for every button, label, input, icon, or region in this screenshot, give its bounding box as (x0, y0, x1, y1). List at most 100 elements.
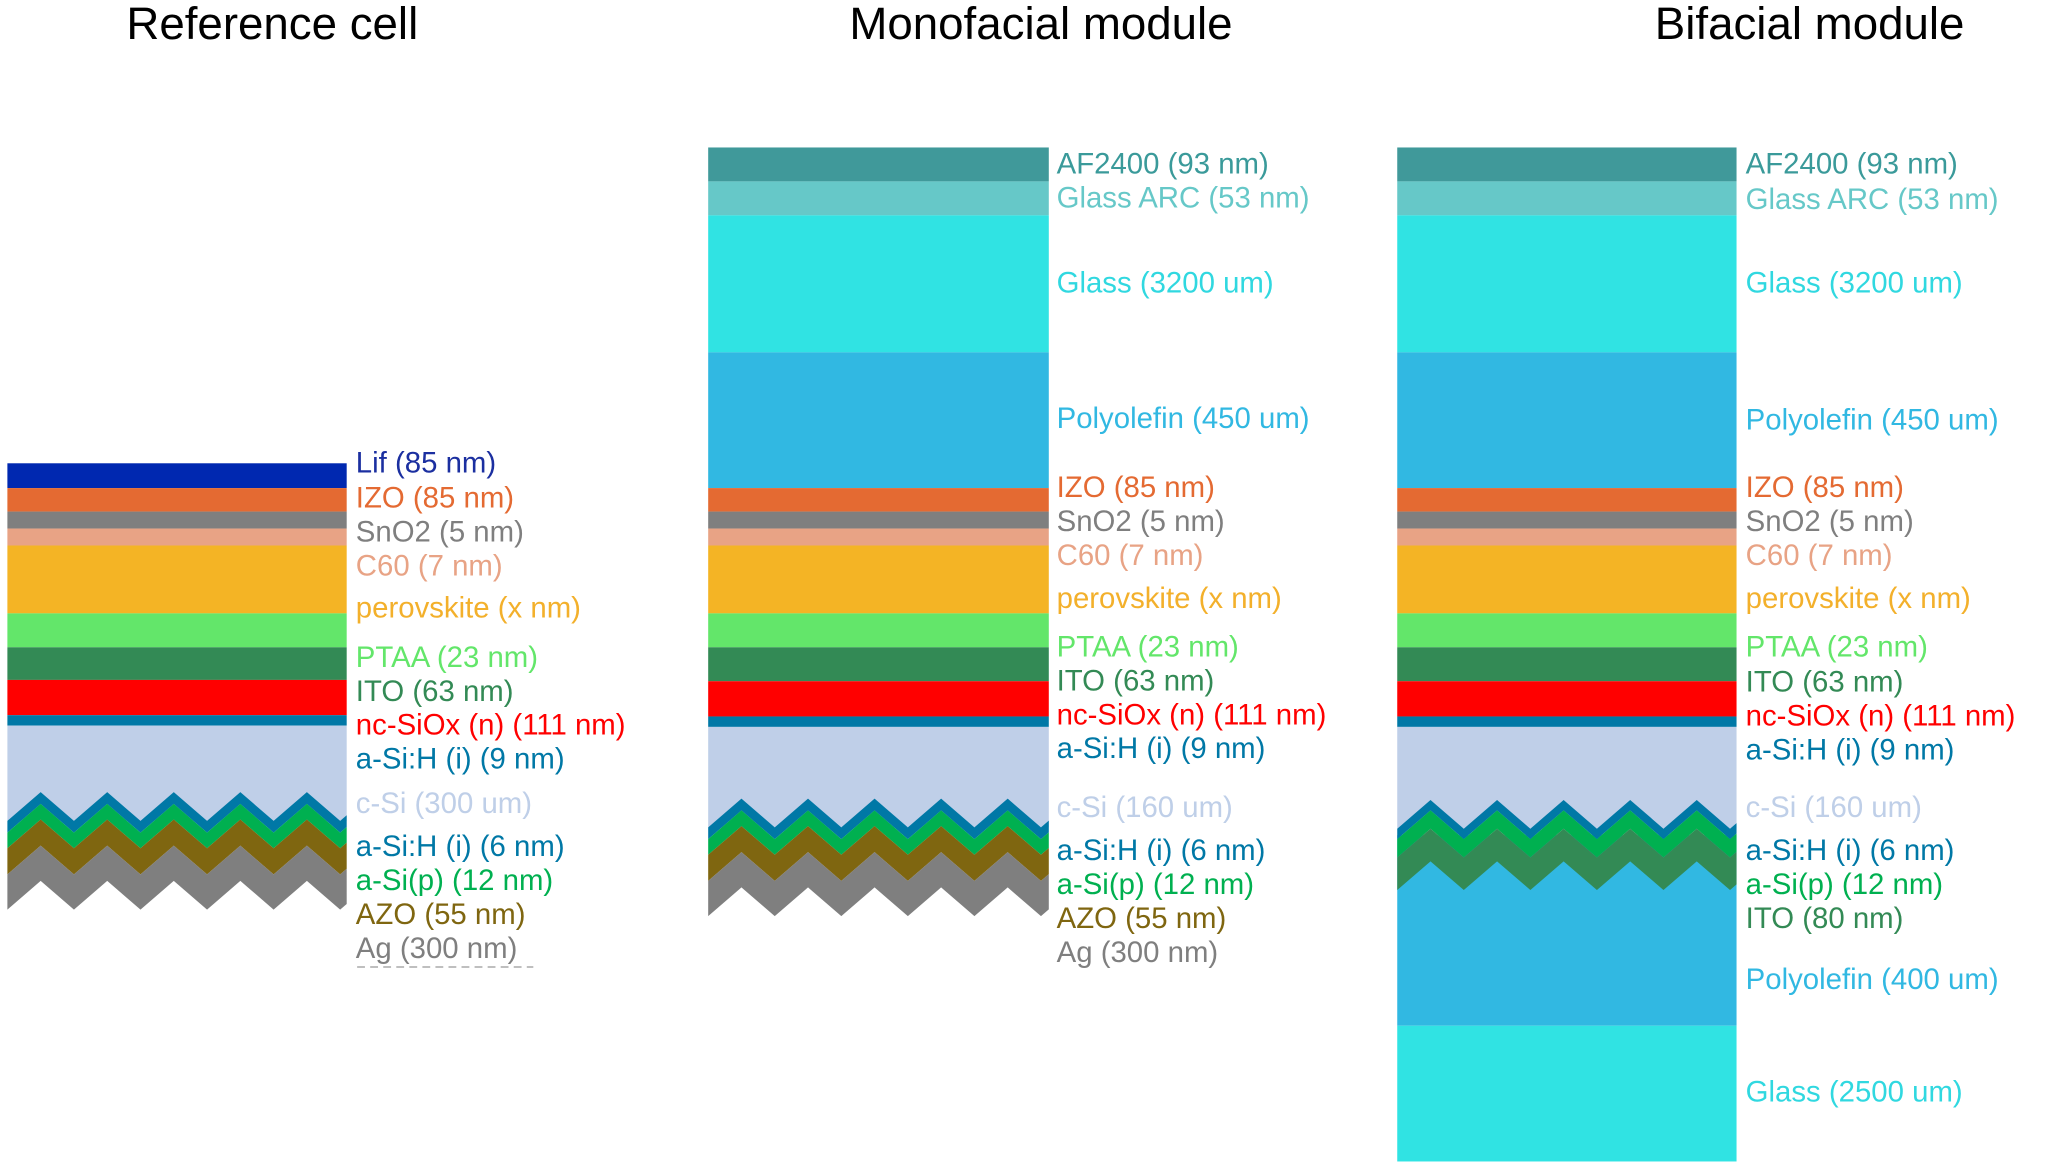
layer-label: c-Si (300 um) (356, 787, 532, 820)
layer-label: a-Si(p) (12 nm) (1057, 868, 1254, 901)
layer-ito (1397, 647, 1737, 682)
layer-label: IZO (85 nm) (1057, 471, 1215, 504)
layer-label: AZO (55 nm) (356, 898, 526, 931)
layer-glass-arc (708, 181, 1049, 216)
layer-label: a-Si:H (i) (9 nm) (1746, 734, 1955, 767)
layer-sno2 (708, 511, 1049, 529)
layer-c60 (1397, 528, 1737, 546)
layer-label: Polyolefin (450 um) (1057, 402, 1310, 435)
layer-glass-arc (1397, 181, 1737, 216)
layer-azo (708, 826, 1049, 881)
layer-af2400 (1397, 147, 1737, 182)
layer-label: Glass ARC (53 nm) (1057, 181, 1310, 214)
layer-label: Ag (300 nm) (1057, 936, 1219, 969)
layer-nc-siox (1397, 681, 1737, 717)
layer-a-si-h (1397, 716, 1737, 727)
layer-label: Ag (300 nm) (356, 932, 518, 965)
layer-label: SnO2 (5 nm) (1057, 505, 1225, 538)
panel-title-bifacial-module: Bifacial module (1655, 0, 1965, 49)
layer-label: a-Si:H (i) (6 nm) (1746, 834, 1955, 867)
layer-label: IZO (85 nm) (1746, 471, 1904, 504)
layer-label: AF2400 (93 nm) (1746, 148, 1958, 181)
layer-glass (1397, 215, 1737, 353)
layer-ptaa (708, 613, 1049, 648)
layer-label: C60 (7 nm) (1746, 539, 1893, 572)
layer-c60 (7, 528, 347, 546)
reference-cell-stack: Lif (85 nm)IZO (85 nm)SnO2 (5 nm)C60 (7 … (7, 446, 626, 965)
layer-label: Glass ARC (53 nm) (1746, 183, 1999, 216)
layer-label: IZO (85 nm) (356, 482, 514, 515)
layer-izo (1397, 488, 1737, 512)
layer-label: nc-SiOx (n) (111 nm) (1057, 698, 1327, 731)
layer-sno2 (1397, 511, 1737, 529)
layer-polyolefin (708, 352, 1049, 489)
monofacial-module-stack: AF2400 (93 nm)Glass ARC (53 nm) Glass (32… (708, 147, 1327, 969)
layer-label: Polyolefin (450 um) (1746, 403, 1999, 436)
layer-a-si-h (708, 798, 1049, 840)
layer-label: ITO (80 nm) (1746, 902, 1904, 935)
layer-nc-siox (708, 681, 1049, 717)
layer-label: nc-SiOx (n) (111 nm) (1746, 700, 2016, 733)
layer-label: perovskite (x nm) (356, 591, 581, 624)
layer-a-si-h (1397, 799, 1737, 840)
layer-label: c-Si (160 um) (1746, 791, 1922, 824)
layer-a-si-h (7, 792, 347, 833)
layer-a-si-h (7, 715, 347, 726)
layer-sno2 (7, 511, 347, 529)
layer-label: PTAA (23 nm) (356, 641, 538, 674)
layer-perovskite (1397, 545, 1737, 614)
layer-label: ITO (63 nm) (1057, 664, 1215, 697)
layer-label: SnO2 (5 nm) (1746, 505, 1914, 538)
layer-ito (1397, 828, 1737, 891)
layer-label: a-Si:H (i) (9 nm) (356, 743, 565, 776)
layer-label: Glass (2500 um) (1746, 1075, 1963, 1108)
layer-label: AZO (55 nm) (1057, 902, 1227, 935)
layer-label: nc-SiOx (n) (111 nm) (356, 709, 626, 742)
layer-ito (7, 647, 347, 680)
layer-label: a-Si:H (i) (6 nm) (356, 830, 565, 863)
layer-label: perovskite (x nm) (1057, 582, 1282, 615)
layer-c60 (708, 528, 1049, 546)
layer-polyolefin (1397, 352, 1737, 489)
layer-label: C60 (7 nm) (356, 550, 503, 583)
layer-ito (708, 647, 1049, 682)
layer-a-si-h (708, 716, 1049, 727)
panel-title-reference-cell: Reference cell (126, 0, 418, 49)
layer-lif (7, 463, 347, 489)
layer-label: perovskite (x nm) (1746, 582, 1971, 615)
layer-ag (7, 845, 347, 910)
layer-label: Lif (85 nm) (356, 446, 496, 479)
layer-label: ITO (63 nm) (1746, 666, 1904, 699)
layer-label: Glass (3200 um) (1746, 266, 1963, 299)
layer-izo (7, 488, 347, 512)
bifacial-module-stack: AF2400 (93 nm)Glass ARC (53 nm) Glass (32… (1397, 147, 2016, 1162)
layer-azo (7, 819, 347, 875)
layer-label: c-Si (160 um) (1057, 791, 1233, 824)
layer-label: a-Si:H (i) (9 nm) (1057, 732, 1266, 765)
layer-label: Polyolefin (400 um) (1746, 963, 1999, 996)
layer-af2400 (708, 147, 1049, 182)
layer-label: AF2400 (93 nm) (1057, 148, 1269, 181)
layer-label: PTAA (23 nm) (1746, 630, 1928, 663)
layer-glass (708, 215, 1049, 353)
layer-label: C60 (7 nm) (1057, 539, 1204, 572)
layer-label: PTAA (23 nm) (1057, 630, 1239, 663)
layer-label: Glass (3200 um) (1057, 266, 1274, 299)
layer-a-si (1397, 810, 1737, 858)
layer-label: a-Si(p) (12 nm) (356, 864, 553, 897)
layer-perovskite (708, 545, 1049, 614)
layer-a-si (7, 803, 347, 849)
layer-ptaa (7, 613, 347, 648)
layer-a-si (708, 810, 1049, 855)
layer-label: SnO2 (5 nm) (356, 516, 524, 549)
layer-label: a-Si(p) (12 nm) (1746, 868, 1943, 901)
layer-perovskite (7, 545, 347, 614)
layer-label: ITO (63 nm) (356, 675, 514, 708)
layer-nc-siox (7, 679, 347, 716)
layer-izo (708, 488, 1049, 512)
layer-label: a-Si:H (i) (6 nm) (1057, 834, 1266, 867)
panel-title-monofacial-module: Monofacial module (849, 0, 1232, 49)
layer-ptaa (1397, 613, 1737, 648)
layer-ag (708, 852, 1049, 917)
